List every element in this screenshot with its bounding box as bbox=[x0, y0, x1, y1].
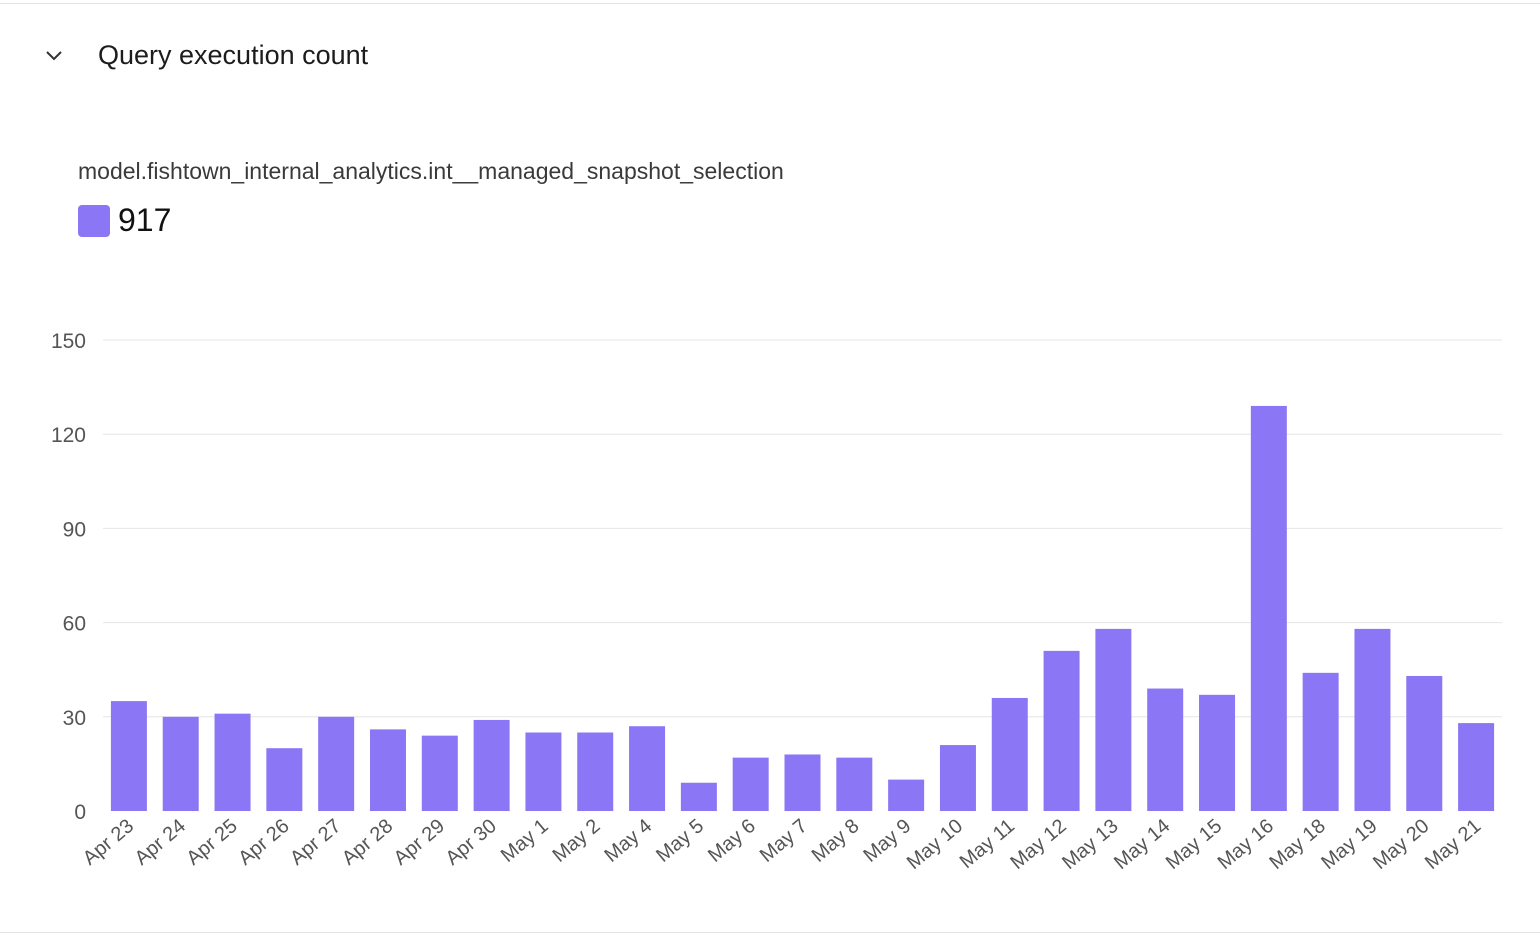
x-tick-label: May 20 bbox=[1369, 815, 1433, 874]
y-tick-label: 30 bbox=[63, 707, 86, 730]
bar bbox=[1095, 628, 1132, 811]
y-tick-label: 120 bbox=[51, 424, 86, 447]
x-tick-label: May 14 bbox=[1110, 815, 1174, 874]
x-tick-label: Apr 29 bbox=[390, 815, 449, 870]
bar bbox=[1302, 672, 1339, 811]
x-tick-label: May 11 bbox=[956, 815, 1019, 873]
x-tick-label: Apr 23 bbox=[79, 815, 138, 870]
bar bbox=[577, 732, 614, 811]
x-tick-label: May 1 bbox=[497, 815, 553, 867]
bar bbox=[1199, 694, 1236, 811]
x-tick-label: Apr 25 bbox=[182, 815, 241, 870]
top-divider bbox=[0, 3, 1540, 4]
bar bbox=[110, 701, 147, 811]
x-tick-label: Apr 26 bbox=[234, 815, 293, 870]
x-tick-label: May 7 bbox=[756, 815, 812, 867]
bar bbox=[939, 745, 976, 811]
x-tick-label: Apr 27 bbox=[286, 815, 345, 870]
bar bbox=[266, 748, 303, 811]
x-tick-label: May 5 bbox=[652, 815, 708, 867]
bar bbox=[991, 697, 1028, 811]
bar bbox=[1458, 723, 1495, 811]
y-tick-label: 150 bbox=[51, 330, 86, 353]
bar bbox=[680, 782, 717, 811]
x-tick-label: May 18 bbox=[1265, 815, 1329, 874]
x-tick-label: Apr 24 bbox=[131, 815, 190, 870]
bar bbox=[784, 754, 821, 811]
bar bbox=[1354, 628, 1391, 811]
x-tick-label: May 2 bbox=[549, 815, 605, 867]
bar bbox=[888, 779, 925, 811]
bar bbox=[1406, 675, 1443, 811]
bar bbox=[162, 716, 199, 811]
x-tick-label: May 21 bbox=[1421, 815, 1485, 874]
bottom-divider bbox=[0, 932, 1540, 933]
bar bbox=[732, 757, 769, 811]
x-tick-label: Apr 30 bbox=[442, 815, 501, 870]
x-tick-label: May 13 bbox=[1058, 815, 1122, 874]
x-tick-label: May 4 bbox=[600, 815, 656, 867]
bar bbox=[318, 716, 355, 811]
bar bbox=[836, 757, 873, 811]
series-name: model.fishtown_internal_analytics.int__m… bbox=[78, 158, 784, 184]
bar bbox=[473, 719, 510, 811]
legend-total: 917 bbox=[118, 202, 172, 238]
bar bbox=[1147, 688, 1184, 811]
x-tick-label: May 16 bbox=[1214, 815, 1278, 874]
bar bbox=[525, 732, 562, 811]
y-tick-label: 60 bbox=[63, 613, 86, 636]
x-tick-label: May 6 bbox=[704, 815, 760, 867]
y-tick-label: 0 bbox=[74, 801, 86, 824]
bar bbox=[1043, 650, 1080, 811]
x-tick-label: Apr 28 bbox=[338, 815, 397, 870]
bar bbox=[1250, 405, 1287, 811]
bar bbox=[369, 729, 406, 811]
x-tick-label: May 19 bbox=[1317, 815, 1381, 874]
x-tick-label: May 15 bbox=[1162, 815, 1226, 874]
legend: 917 bbox=[78, 202, 171, 239]
x-tick-label: May 8 bbox=[808, 815, 864, 867]
bar bbox=[421, 735, 458, 811]
y-tick-label: 90 bbox=[63, 518, 86, 541]
x-tick-label: May 10 bbox=[903, 815, 967, 874]
x-tick-label: May 12 bbox=[1006, 815, 1070, 874]
chevron-down-icon[interactable] bbox=[44, 46, 64, 66]
panel-title: Query execution count bbox=[98, 40, 369, 70]
bar bbox=[214, 713, 251, 811]
bar bbox=[629, 726, 666, 811]
legend-swatch bbox=[78, 204, 110, 237]
